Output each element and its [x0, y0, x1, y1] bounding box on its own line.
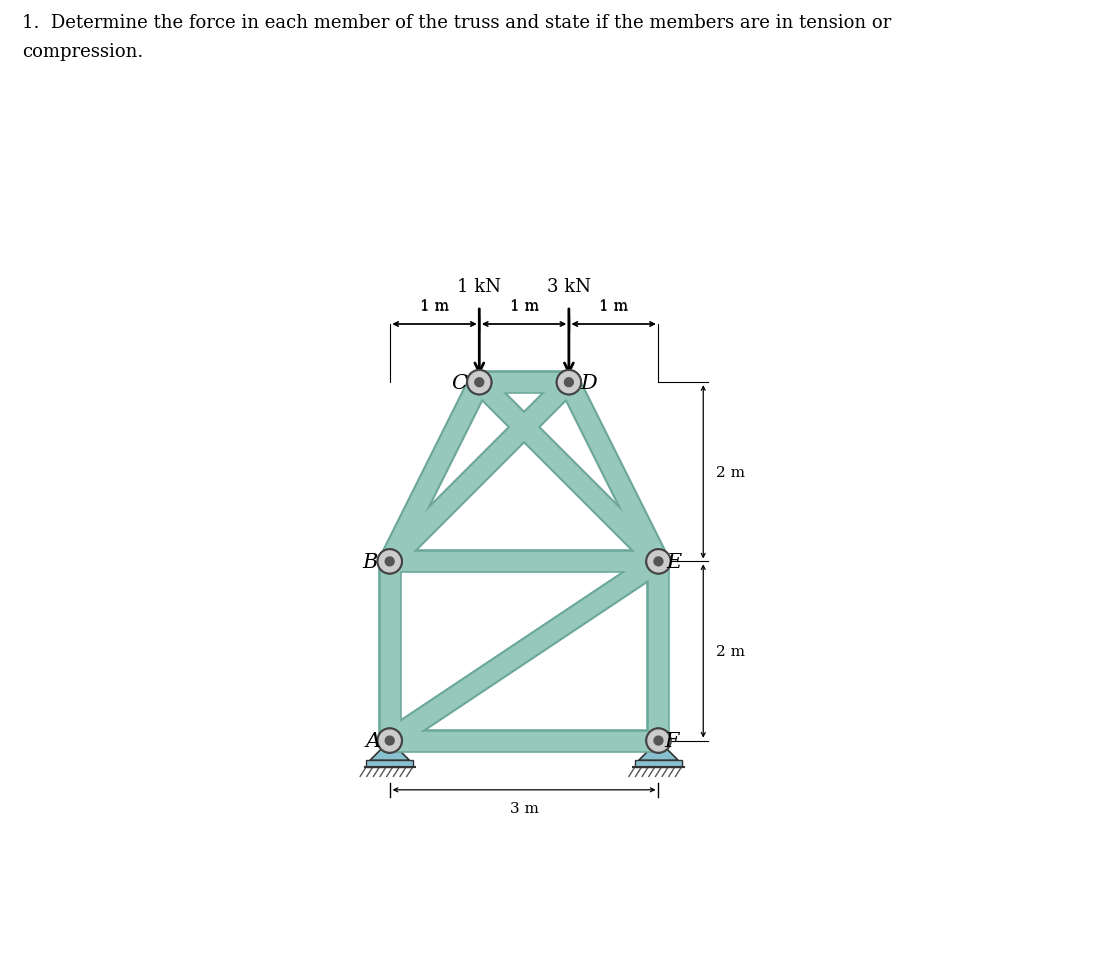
- Polygon shape: [638, 740, 678, 760]
- Circle shape: [564, 378, 574, 388]
- Text: 1 kN: 1 kN: [457, 278, 502, 296]
- Circle shape: [475, 378, 484, 387]
- Text: 1 m: 1 m: [509, 299, 538, 313]
- Circle shape: [377, 728, 402, 753]
- Circle shape: [385, 558, 394, 566]
- Circle shape: [646, 728, 670, 753]
- Text: F: F: [665, 731, 679, 750]
- Text: 1 m: 1 m: [599, 299, 628, 313]
- Text: compression.: compression.: [22, 43, 143, 61]
- Circle shape: [385, 736, 394, 745]
- Circle shape: [377, 728, 402, 753]
- Text: 1 m: 1 m: [599, 300, 628, 314]
- Circle shape: [468, 373, 490, 394]
- Text: E: E: [666, 553, 682, 571]
- Circle shape: [474, 378, 484, 388]
- Text: 1 m: 1 m: [420, 299, 450, 313]
- Text: 2 m: 2 m: [716, 644, 745, 659]
- Text: 1 m: 1 m: [509, 300, 538, 314]
- Circle shape: [377, 549, 402, 575]
- Text: C: C: [452, 374, 467, 393]
- Circle shape: [380, 730, 401, 751]
- Text: 2 m: 2 m: [716, 465, 745, 479]
- Circle shape: [556, 371, 582, 395]
- Circle shape: [385, 557, 394, 567]
- Text: D: D: [581, 374, 597, 393]
- Circle shape: [556, 371, 582, 395]
- Text: 1.  Determine the force in each member of the truss and state if the members are: 1. Determine the force in each member of…: [22, 14, 891, 32]
- Circle shape: [380, 552, 401, 572]
- Text: 3 m: 3 m: [509, 801, 538, 816]
- Circle shape: [654, 557, 664, 567]
- Text: A: A: [366, 731, 381, 750]
- Text: B: B: [362, 553, 377, 571]
- Circle shape: [380, 730, 401, 751]
- Circle shape: [646, 728, 670, 753]
- Circle shape: [648, 730, 669, 751]
- Circle shape: [654, 737, 663, 745]
- Polygon shape: [370, 740, 410, 760]
- Circle shape: [654, 736, 664, 745]
- Circle shape: [654, 558, 663, 566]
- Text: 1 m: 1 m: [420, 300, 450, 314]
- Circle shape: [646, 549, 670, 575]
- Circle shape: [377, 549, 402, 575]
- Circle shape: [648, 552, 669, 572]
- Circle shape: [380, 552, 401, 572]
- FancyBboxPatch shape: [635, 760, 682, 767]
- Circle shape: [385, 737, 394, 745]
- Circle shape: [558, 373, 579, 394]
- Circle shape: [468, 373, 490, 394]
- FancyBboxPatch shape: [366, 760, 413, 767]
- Text: 3 kN: 3 kN: [547, 278, 591, 296]
- Circle shape: [646, 549, 670, 575]
- Circle shape: [558, 373, 579, 394]
- Circle shape: [565, 378, 573, 387]
- Circle shape: [648, 730, 669, 751]
- Circle shape: [467, 371, 492, 395]
- Circle shape: [467, 371, 492, 395]
- Circle shape: [648, 552, 669, 572]
